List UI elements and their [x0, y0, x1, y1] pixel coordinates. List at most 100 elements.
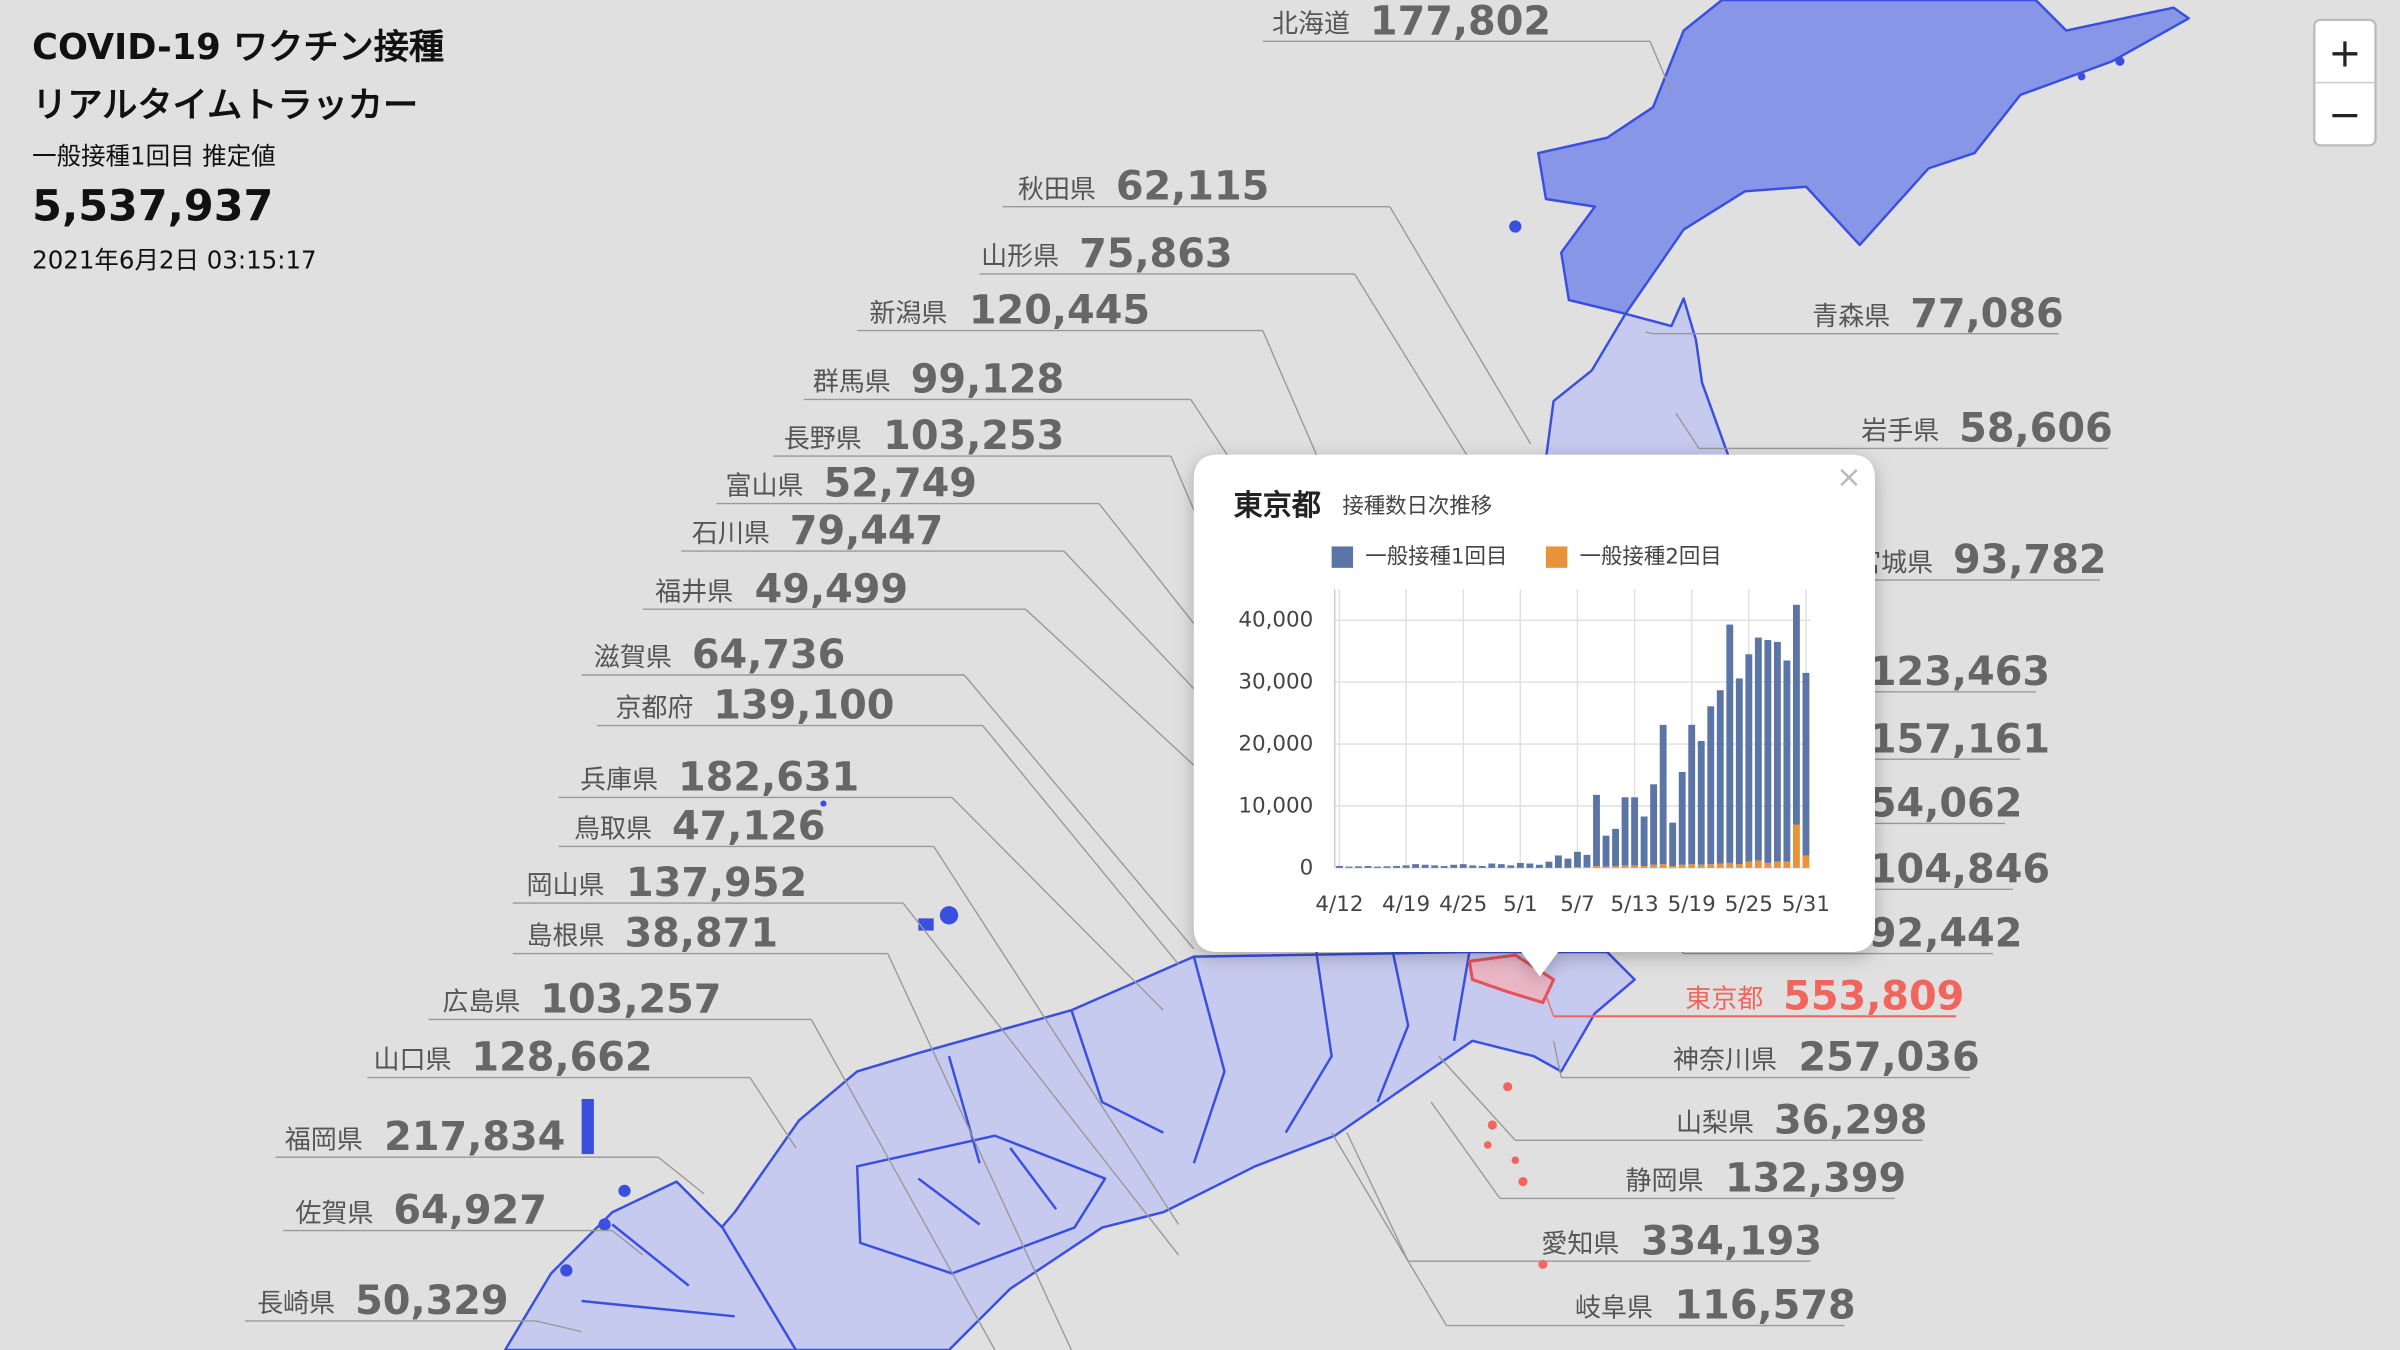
- x-tick-label: 5/7: [1560, 892, 1594, 917]
- x-tick-label: 5/13: [1611, 892, 1659, 917]
- zoom-in[interactable]: +: [2328, 31, 2361, 77]
- bar: [1745, 654, 1753, 862]
- x-tick-label: 5/31: [1782, 892, 1830, 917]
- bar: [1688, 724, 1696, 865]
- bar: [1612, 866, 1619, 868]
- bar: [1383, 866, 1391, 868]
- bar: [1726, 862, 1734, 868]
- prefecture-value: 553,809: [1783, 973, 1964, 1019]
- popup-close[interactable]: ×: [1836, 460, 1862, 495]
- honshu-south[interactable]: [641, 950, 1636, 1350]
- bar: [1459, 864, 1467, 868]
- leader-line: [535, 1320, 582, 1333]
- honshu-north[interactable]: [1544, 297, 1731, 461]
- bar: [1345, 866, 1353, 868]
- prefecture-labels: 北海道 177,802 秋田県 62,115 山形県 75,863 新潟県 120,445 群馬…: [257, 0, 2113, 1329]
- prefecture-value: 334,193: [1641, 1218, 1822, 1264]
- y-tick-label: 0: [1300, 855, 1314, 880]
- bar: [1745, 861, 1753, 868]
- leader-line: [951, 796, 1164, 1011]
- prefecture-name: 長崎県: [257, 1289, 335, 1319]
- bar: [1564, 858, 1572, 868]
- bar: [1421, 864, 1429, 868]
- bar: [1716, 863, 1724, 868]
- bar: [1659, 864, 1667, 868]
- bar: [1773, 861, 1781, 868]
- prefecture-name: 東京都: [1685, 984, 1763, 1014]
- bar: [1697, 740, 1705, 865]
- kyushu[interactable]: [503, 1180, 798, 1350]
- bar: [1631, 797, 1639, 866]
- prefecture-value: 50,329: [355, 1278, 509, 1324]
- prefecture-value: 128,662: [471, 1035, 652, 1081]
- leader-line: [749, 1077, 797, 1149]
- popup-subtitle: 接種数日次推移: [1342, 494, 1492, 519]
- prefecture-value: 52,749: [823, 461, 977, 507]
- leader-line: [1346, 1132, 1409, 1262]
- bar: [1773, 641, 1781, 862]
- leader-line: [1063, 550, 1195, 690]
- prefecture-name: 岡山県: [527, 871, 605, 901]
- y-tick-label: 10,000: [1238, 793, 1313, 818]
- prefecture-name: 愛知県: [1541, 1229, 1619, 1259]
- prefecture-value: 58,606: [1959, 406, 2113, 452]
- legend-swatch: [1331, 546, 1354, 568]
- leader-line: [1438, 1055, 1516, 1141]
- prefecture-name: 福井県: [655, 577, 733, 607]
- prefecture-value: 157,161: [1869, 716, 2050, 762]
- leader-line: [1331, 1132, 1448, 1326]
- prefecture-value: 92,442: [1869, 911, 2023, 957]
- prefecture-name: 福岡県: [285, 1125, 363, 1155]
- leader-line: [1098, 503, 1210, 644]
- prefecture-value: 77,086: [1910, 291, 2064, 337]
- x-tick-label: 5/19: [1668, 892, 1716, 917]
- bar: [1678, 771, 1686, 865]
- bar: [1440, 866, 1448, 868]
- prefecture-value: 36,298: [1774, 1097, 1928, 1143]
- leader-line: [1354, 273, 1470, 460]
- leader-line: [1552, 1040, 1562, 1078]
- leader-line: [1649, 41, 1673, 93]
- bar: [1726, 624, 1734, 863]
- leader-line: [963, 674, 1195, 950]
- bar: [1783, 861, 1791, 868]
- prefecture-value: 132,399: [1725, 1156, 1906, 1202]
- leader-line: [1645, 331, 1654, 335]
- bar: [1678, 864, 1686, 868]
- prefecture-value: 93,782: [1953, 537, 2107, 583]
- leader-line: [1430, 1101, 1501, 1199]
- bar: [1650, 784, 1658, 865]
- zoom-out[interactable]: −: [2328, 92, 2361, 138]
- legend-label: 一般接種2回目: [1580, 545, 1722, 570]
- bar: [1802, 855, 1810, 868]
- prefecture-value: 103,253: [883, 413, 1064, 459]
- bar: [1612, 828, 1619, 866]
- map: [503, 0, 2190, 1350]
- bar: [1735, 678, 1743, 865]
- bar: [1631, 865, 1639, 868]
- bar: [1574, 867, 1581, 868]
- prefecture-name: 山口県: [373, 1046, 451, 1076]
- prefecture-value: 64,927: [393, 1188, 547, 1234]
- bar: [1621, 797, 1629, 866]
- bar: [1583, 854, 1591, 868]
- bar: [1488, 863, 1496, 868]
- prefecture-name: 秋田県: [1018, 175, 1096, 205]
- x-tick-label: 5/1: [1503, 892, 1537, 917]
- prefecture-value: 47,126: [672, 804, 826, 850]
- shikoku[interactable]: [855, 1134, 1107, 1275]
- tokyo[interactable]: [1467, 953, 1556, 1005]
- prefecture-value: 79,447: [790, 508, 944, 554]
- leader-line: [1675, 412, 1700, 449]
- title-line: COVID-19 ワクチン接種: [32, 27, 444, 68]
- bar: [1574, 851, 1581, 868]
- y-tick-label: 20,000: [1238, 732, 1313, 757]
- hokkaido[interactable]: [1537, 0, 2190, 315]
- prefecture-name: 京都府: [615, 694, 693, 724]
- prefecture-name: 兵庫県: [580, 766, 658, 796]
- prefecture-name: 青森県: [1812, 302, 1890, 332]
- bar: [1554, 855, 1562, 868]
- prefecture-value: 64,736: [692, 632, 846, 678]
